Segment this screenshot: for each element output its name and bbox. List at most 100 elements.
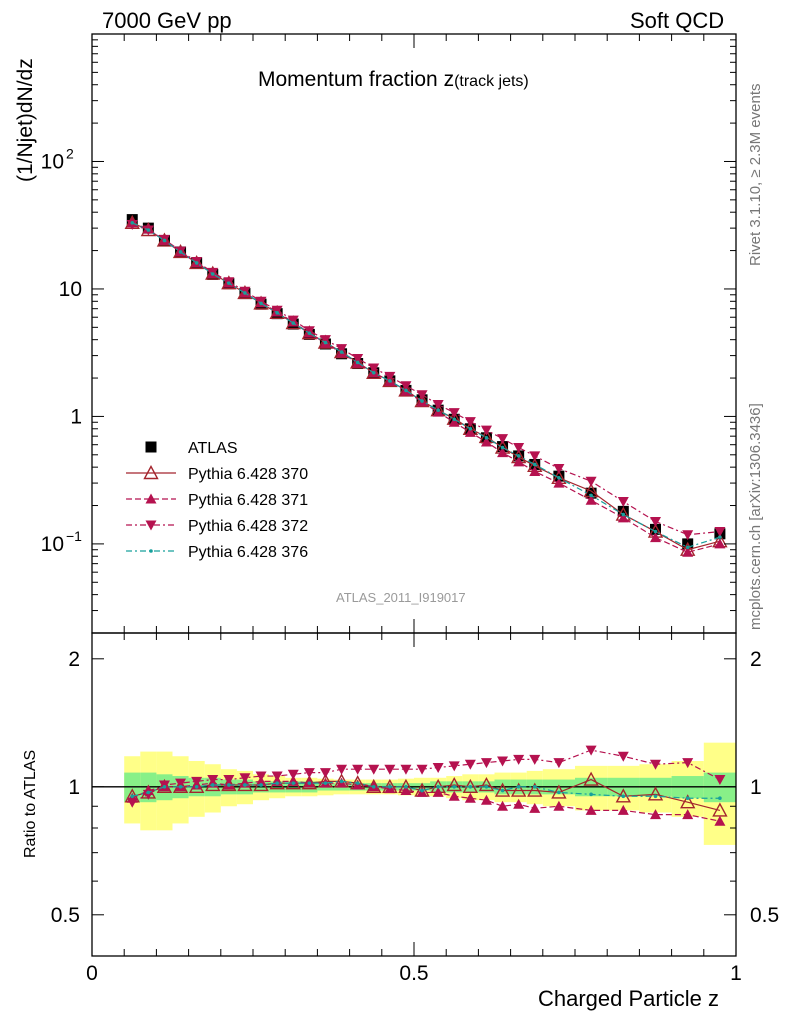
data-point-2 — [480, 436, 492, 447]
ratio-point-2 — [448, 761, 460, 772]
ratio-point-3 — [194, 785, 199, 789]
ratio-point-3 — [388, 785, 392, 789]
data-point-4 — [307, 331, 312, 335]
ratio-point-2 — [175, 778, 187, 789]
ratio-point-1 — [497, 800, 509, 811]
ratio-y-tick-label: 0.5 — [51, 904, 80, 927]
data-point-2 — [513, 456, 525, 467]
ratio-point-2 — [319, 768, 331, 779]
data-point-1 — [366, 364, 382, 379]
data-point-2 — [585, 494, 597, 505]
data-point-3 — [513, 443, 525, 454]
legend-marker — [143, 465, 159, 480]
legend-label: ATLAS — [188, 440, 238, 457]
data-point-1 — [156, 232, 173, 247]
ratio-point-2 — [714, 775, 726, 786]
data-point-4 — [452, 417, 457, 422]
data-point-3 — [352, 353, 364, 364]
series-line-3 — [132, 223, 720, 536]
legend-marker — [149, 549, 153, 553]
title-z: z — [443, 68, 455, 91]
ratio-point-1 — [432, 786, 444, 797]
ratio-panel: 0.5 0.5 1 1 2 2 0 0.5 1 — [51, 632, 779, 985]
title-sub: (track jets) — [454, 73, 529, 90]
series-line-2 — [132, 222, 721, 553]
data-point-2 — [464, 426, 476, 437]
rivet-label: Rivet 3.1.10, ≥ 2.3M events — [747, 83, 764, 267]
data-point-4 — [162, 238, 167, 243]
ratio-point-2 — [553, 758, 565, 769]
ratio-point-3 — [685, 796, 690, 801]
data-point-4 — [339, 350, 344, 354]
data-point-3 — [448, 408, 460, 419]
data-point-1 — [221, 275, 237, 290]
ratio-point-3 — [227, 783, 231, 787]
y-tick-label: 10 — [41, 533, 64, 556]
data-point-4 — [275, 310, 279, 315]
ratio-point-2 — [480, 758, 492, 769]
ratio-point-2 — [352, 764, 364, 775]
ratio-point-2 — [497, 756, 509, 767]
ratio-point-1 — [650, 809, 661, 820]
data-point-2 — [617, 512, 629, 523]
data-point-3 — [714, 527, 726, 538]
x-axis-label: Charged Particle z — [538, 986, 719, 1011]
ratio-point-3 — [653, 794, 658, 799]
data-point-4 — [516, 454, 521, 458]
ratio-point-3 — [436, 785, 440, 789]
ratio-point-2 — [650, 759, 661, 770]
mcplots-label: mcplots.cern.ch [arXiv:1306.3436] — [747, 403, 764, 630]
ratio-point-1 — [400, 785, 412, 796]
ratio-point-2 — [336, 764, 348, 775]
ratio-point-2 — [617, 751, 629, 762]
data-point-4 — [146, 228, 151, 232]
ratio-point-2 — [400, 764, 412, 775]
ratio-point-3 — [452, 785, 457, 789]
ratio-point-3 — [468, 785, 473, 789]
data-point-2 — [650, 532, 661, 543]
data-point-4 — [468, 426, 473, 431]
legend-label: Pythia 6.428 372 — [188, 518, 308, 535]
ratio-point-0 — [527, 782, 543, 797]
ratio-point-3 — [621, 794, 626, 799]
data-point-4 — [718, 535, 722, 539]
data-point-1 — [414, 393, 430, 408]
ratio-point-3 — [371, 785, 376, 789]
ratio-point-3 — [532, 785, 537, 789]
ratio-y-tick-label-right: 1 — [750, 776, 762, 799]
data-point-3 — [319, 335, 331, 346]
ratio-point-1 — [529, 802, 541, 813]
ratio-point-3 — [243, 783, 247, 787]
ratio-y-tick-label: 1 — [68, 776, 80, 799]
ratio-point-2 — [207, 775, 219, 786]
data-point-3 — [553, 464, 565, 475]
data-point-0 — [650, 523, 661, 535]
legend-label: Pythia 6.428 370 — [188, 466, 308, 483]
legend-marker — [145, 520, 157, 531]
data-point-1 — [172, 244, 189, 259]
data-point-3 — [336, 344, 348, 355]
ratio-point-3 — [500, 788, 505, 793]
data-point-4 — [420, 399, 424, 403]
ratio-point-3 — [210, 783, 215, 787]
ratio-point-1 — [714, 815, 726, 826]
data-point-4 — [500, 445, 505, 450]
ratio-point-1 — [448, 790, 460, 801]
data-point-4 — [371, 370, 376, 375]
ratio-point-2 — [191, 776, 203, 787]
x-tick-label: 1 — [730, 962, 742, 985]
ratio-point-0 — [680, 794, 696, 809]
ratio-point-2 — [416, 764, 428, 775]
title-main: Momentum fraction — [258, 68, 444, 91]
ratio-point-3 — [589, 792, 593, 797]
ratio-point-3 — [291, 781, 296, 785]
ratio-y-tick-label: 2 — [68, 648, 80, 671]
data-point-2 — [553, 477, 565, 488]
ratio-point-3 — [404, 785, 408, 789]
data-point-3 — [529, 451, 541, 462]
ratio-point-3 — [275, 781, 279, 785]
header-right: Soft QCD — [630, 8, 725, 33]
data-point-4 — [259, 301, 263, 306]
data-point-4 — [227, 281, 231, 285]
